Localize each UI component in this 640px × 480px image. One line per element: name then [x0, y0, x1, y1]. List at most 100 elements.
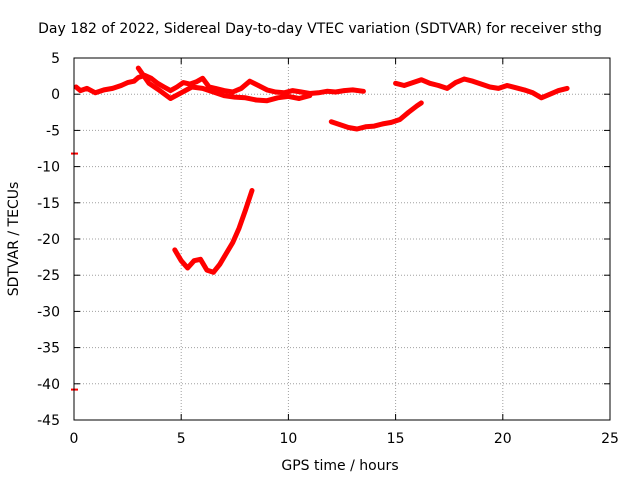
data-point: [496, 86, 501, 91]
y-tick-label: -5: [46, 123, 60, 139]
data-point: [73, 84, 79, 90]
data-point: [131, 78, 137, 84]
x-axis-label: GPS time / hours: [281, 458, 398, 474]
y-tick-label: -30: [37, 304, 60, 320]
data-point: [101, 87, 107, 93]
data-point: [172, 247, 177, 253]
data-point: [204, 267, 210, 273]
data-point: [556, 88, 561, 93]
data-point: [211, 89, 216, 95]
data-point: [530, 90, 536, 95]
data-point: [191, 258, 197, 263]
data-point: [155, 81, 160, 86]
data-point: [286, 94, 291, 99]
data-point: [329, 119, 334, 124]
data-point: [275, 95, 280, 101]
data-point: [230, 89, 235, 95]
y-tick-label: -35: [37, 341, 60, 357]
series-group: [172, 188, 255, 275]
data-point: [337, 122, 343, 127]
data-point: [239, 86, 244, 91]
data-point: [181, 80, 186, 85]
data-point: [249, 188, 255, 193]
data-point: [470, 78, 475, 84]
data-point: [194, 79, 199, 85]
data-layer: [71, 65, 570, 391]
x-tick-label: 25: [601, 431, 619, 447]
data-point: [444, 86, 450, 91]
tick-layer: 0 5 10 15 20 25 5 0 -5 -10 -15 -20 -25 -30 -35 -40 -45: [37, 51, 619, 447]
y-tick-label: -15: [37, 196, 60, 212]
data-point: [406, 110, 411, 115]
data-point: [247, 78, 253, 84]
data-point: [217, 262, 222, 267]
x-tick-label: 15: [387, 431, 405, 447]
data-point: [341, 88, 347, 93]
data-point: [84, 86, 90, 91]
data-point: [264, 87, 270, 93]
y-tick-label: -20: [37, 232, 60, 248]
data-point: [179, 90, 184, 95]
grid-layer: [74, 58, 610, 420]
data-point: [230, 240, 235, 245]
data-point: [354, 126, 360, 132]
x-tick-label: 5: [177, 431, 186, 447]
data-point: [243, 207, 248, 213]
data-point: [136, 65, 141, 71]
data-point: [179, 258, 184, 263]
data-point: [522, 87, 527, 93]
data-point: [256, 83, 261, 88]
y-tick-label: -40: [37, 377, 60, 393]
data-point: [539, 95, 544, 101]
y-tick-label: -25: [37, 268, 60, 284]
series-group: [328, 100, 424, 132]
data-point: [299, 89, 304, 95]
data-point: [198, 257, 203, 262]
series-group: [393, 76, 570, 101]
data-point: [110, 86, 115, 91]
data-point: [136, 75, 141, 80]
data-point: [564, 86, 570, 91]
data-point: [221, 93, 227, 98]
data-point: [479, 81, 484, 87]
data-point: [427, 81, 433, 86]
data-point: [397, 117, 403, 122]
x-tick-label: 0: [70, 431, 79, 447]
data-point: [200, 76, 205, 81]
data-point: [361, 89, 366, 94]
data-point: [264, 98, 270, 103]
data-point: [380, 121, 385, 127]
data-point: [371, 123, 377, 129]
data-point: [350, 87, 355, 93]
data-point: [243, 95, 248, 101]
data-point: [419, 77, 424, 82]
data-point: [453, 80, 458, 85]
data-point: [146, 81, 152, 86]
x-tick-label: 10: [279, 431, 297, 447]
x-tick-label: 20: [494, 431, 512, 447]
data-point: [213, 86, 218, 91]
data-point: [401, 83, 407, 88]
data-point: [462, 76, 467, 82]
data-point: [189, 84, 195, 90]
data-point: [148, 76, 154, 81]
data-point: [333, 89, 338, 95]
data-point: [168, 96, 173, 101]
data-point: [547, 92, 553, 97]
data-point: [393, 81, 398, 86]
data-point: [168, 88, 173, 93]
data-point: [307, 93, 313, 98]
data-point: [346, 125, 351, 130]
data-point: [78, 88, 83, 93]
data-point: [254, 97, 259, 103]
data-point: [185, 265, 190, 271]
data-point: [389, 120, 394, 125]
data-point: [316, 90, 321, 95]
data-point: [93, 90, 98, 95]
data-point: [324, 89, 330, 94]
data-point: [296, 96, 302, 101]
data-point: [118, 83, 124, 88]
data-point: [487, 84, 493, 90]
